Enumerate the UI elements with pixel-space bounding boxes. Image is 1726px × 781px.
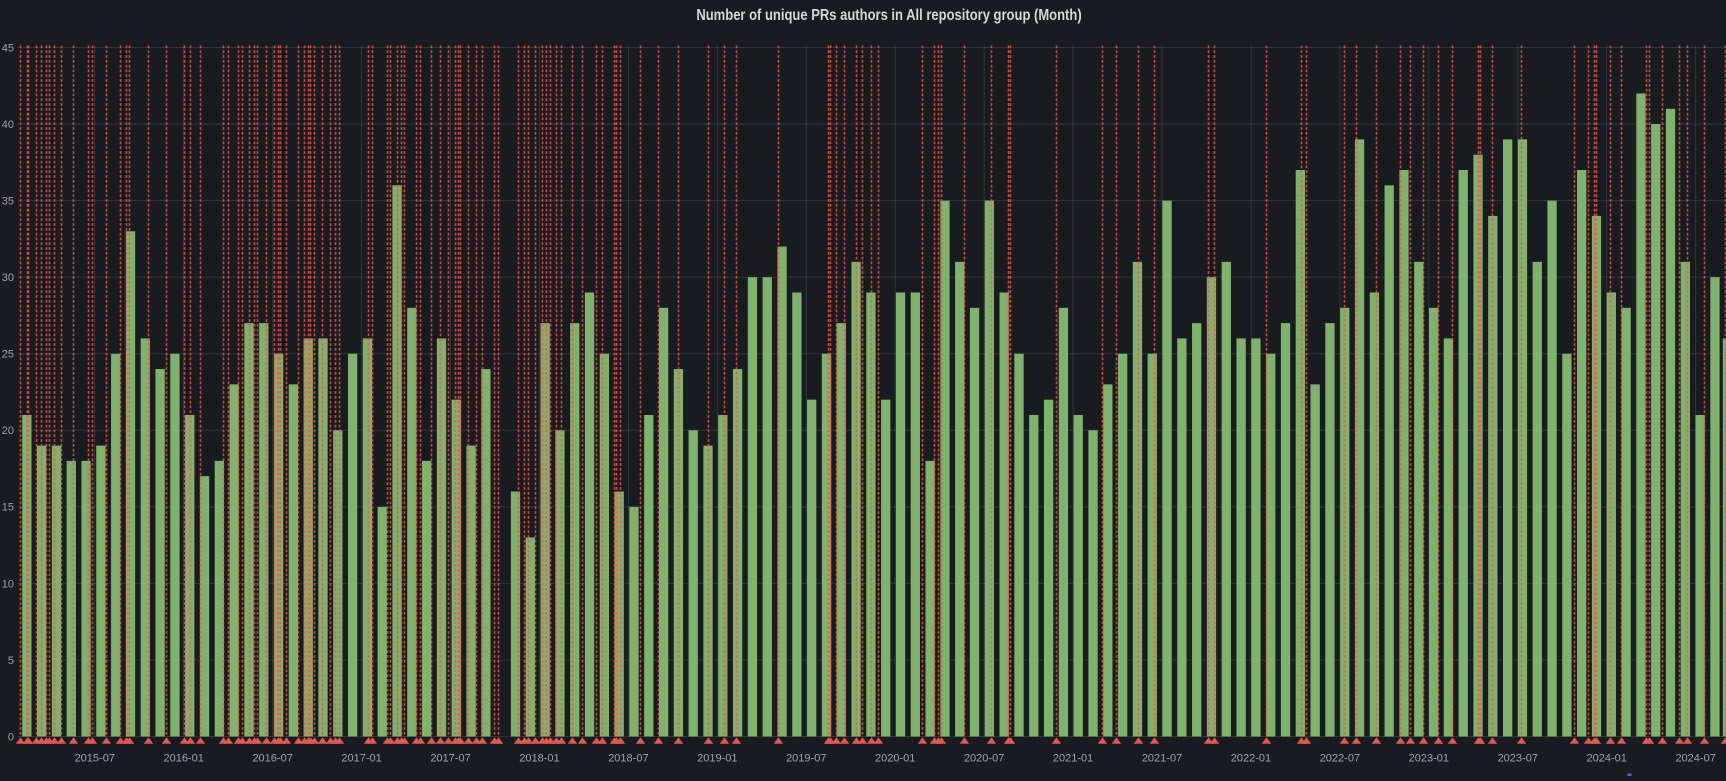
svg-text:2016-01: 2016-01 (164, 753, 204, 765)
svg-text:2022-01: 2022-01 (1231, 753, 1271, 765)
svg-text:2022-07: 2022-07 (1320, 753, 1360, 765)
svg-text:2021-01: 2021-01 (1053, 753, 1093, 765)
svg-text:2017-07: 2017-07 (430, 753, 470, 765)
svg-text:Number of unique PRs authors i: Number of unique PRs authors in All repo… (696, 7, 1082, 24)
svg-text:20: 20 (2, 425, 14, 437)
svg-text:2021-07: 2021-07 (1142, 753, 1182, 765)
svg-text:40: 40 (2, 119, 14, 131)
svg-text:2020-07: 2020-07 (964, 753, 1004, 765)
svg-text:2024-01: 2024-01 (1587, 753, 1627, 765)
svg-text:2023-01: 2023-01 (1409, 753, 1449, 765)
svg-text:10: 10 (2, 578, 14, 590)
svg-text:25: 25 (2, 349, 14, 361)
svg-text:2018-01: 2018-01 (519, 753, 559, 765)
svg-text:2018-07: 2018-07 (608, 753, 648, 765)
svg-text:0: 0 (8, 731, 14, 743)
svg-text:5: 5 (8, 655, 14, 667)
svg-text:2020-01: 2020-01 (875, 753, 915, 765)
svg-text:2019-07: 2019-07 (786, 753, 826, 765)
svg-text:2017-01: 2017-01 (341, 753, 381, 765)
svg-text:2015-07: 2015-07 (75, 753, 115, 765)
svg-text:2019-01: 2019-01 (697, 753, 737, 765)
svg-text:35: 35 (2, 196, 14, 208)
svg-text:2024-07: 2024-07 (1675, 753, 1715, 765)
svg-text:45: 45 (2, 42, 14, 54)
svg-text:15: 15 (2, 502, 14, 514)
svg-text:2023-07: 2023-07 (1498, 753, 1538, 765)
svg-text:2016-07: 2016-07 (252, 753, 292, 765)
svg-text:30: 30 (2, 272, 14, 284)
